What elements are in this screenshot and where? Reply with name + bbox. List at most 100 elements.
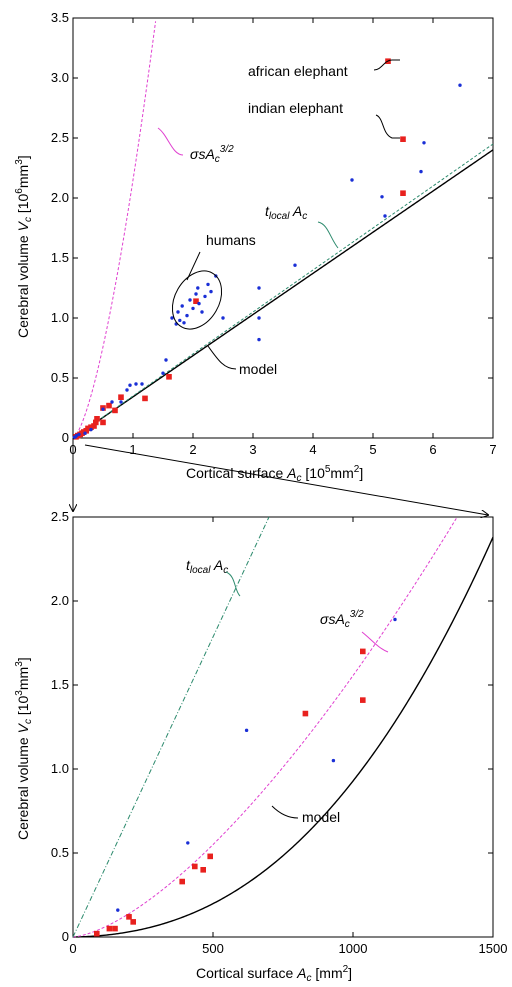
top-square-point (85, 425, 91, 432)
top-square-point (142, 395, 148, 402)
top-sigma-label: σsAc3/2 (190, 144, 234, 165)
bottom-y-tick-label: 2.5 (51, 509, 69, 524)
bottom-dot-point (393, 617, 397, 622)
indian-elephant-label: indian elephant (248, 100, 343, 116)
top-dot-point (458, 83, 462, 87)
bottom-square-point (179, 878, 185, 885)
top-points (72, 58, 462, 440)
top-x-tick-label: 5 (369, 442, 376, 457)
bottom-y-tick-label: 0 (62, 929, 69, 944)
bottom-ticks: 0 500 1000 1500 0 0.5 1.0 1.5 2.0 2.5 (51, 509, 508, 956)
top-dot-point (176, 310, 180, 314)
bottom-x-axis-label: Cortical surface Ac [mm2] (196, 964, 352, 984)
bottom-x-tick-label: 1500 (479, 941, 508, 956)
bottom-model-label: model (302, 809, 340, 825)
top-dot-point (182, 321, 186, 325)
african-elephant-leader (373, 59, 400, 71)
top-y-tick-label: 1.0 (51, 310, 69, 325)
bottom-square-point (207, 853, 213, 860)
bottom-y-tick-label: 2.0 (51, 593, 69, 608)
top-plot-frame (72, 17, 494, 439)
bottom-curve-power (72, 517, 458, 938)
bottom-square-point (192, 863, 198, 870)
top-dot-point (180, 304, 184, 308)
top-dot-point (257, 316, 261, 320)
humans-ellipse (171, 270, 223, 330)
top-square-point (118, 394, 124, 400)
top-dot-point (170, 316, 174, 320)
bottom-sigma-label: σsAc3/2 (320, 609, 364, 630)
top-x-axis-label: Cortical surface Ac [105mm2] (186, 464, 363, 484)
top-model-leader (207, 345, 237, 370)
top-curve-model (72, 149, 494, 439)
top-y-tick-label: 0.5 (51, 370, 69, 385)
bottom-dot-point (186, 841, 190, 845)
top-square-point (91, 423, 97, 429)
top-dot-point (125, 388, 129, 392)
bottom-square-point (360, 648, 366, 655)
bottom-dot-point (331, 758, 336, 763)
top-y-tick-label: 1.5 (51, 250, 69, 265)
top-dot-point (257, 286, 261, 290)
top-dot-point (191, 306, 195, 311)
top-square-point (166, 374, 172, 380)
top-x-tick-label: 4 (309, 442, 316, 457)
top-dot-point (140, 382, 144, 386)
top-square-point (112, 407, 118, 414)
bottom-tlocal-label: tlocal Ac (186, 557, 228, 576)
top-tlocal-leader (317, 221, 339, 249)
top-square-point (193, 298, 199, 304)
top-chart: 0123456700.51.01.52.02.53.03.5 african e… (14, 10, 497, 484)
top-dot-point (178, 318, 182, 323)
top-dot-point (380, 195, 384, 199)
top-dot-point (134, 382, 138, 386)
top-dot-point (77, 432, 81, 437)
top-square-point (400, 190, 406, 196)
top-dot-point (83, 431, 87, 435)
top-square-point (88, 424, 94, 430)
top-dot-point (194, 292, 198, 296)
bottom-model-leader (271, 805, 299, 819)
top-sigma-leader (157, 127, 184, 156)
top-square-point (106, 402, 112, 409)
top-dot-point (200, 310, 204, 314)
top-square-point (94, 416, 100, 422)
bottom-points (94, 617, 397, 937)
top-dot-point (419, 169, 423, 174)
top-x-tick-label: 3 (249, 442, 256, 457)
bottom-square-point (106, 925, 113, 932)
top-dot-point (197, 301, 201, 306)
african-elephant-label: african elephant (248, 63, 348, 79)
top-y-axis-label: Cerebral volume Vc [106mm3] (14, 155, 34, 338)
top-y-tick-label: 2.5 (51, 130, 69, 145)
top-dot-point (164, 358, 168, 362)
top-y-tick-label: 3.5 (51, 10, 69, 25)
top-dot-point (350, 178, 354, 182)
humans-label: humans (206, 232, 256, 248)
top-dot-point (383, 214, 387, 218)
top-x-tick-label: 1 (129, 442, 136, 457)
bottom-square-point (94, 930, 100, 937)
bottom-sigma-leader (361, 631, 389, 653)
bottom-x-tick-label: 1000 (339, 941, 368, 956)
top-dot-point (188, 298, 192, 302)
top-y-tick-label: 2.0 (51, 190, 69, 205)
top-tlocal-label: tlocal Ac (265, 203, 307, 222)
top-x-tick-label: 2 (189, 442, 196, 457)
top-curve-power (72, 21, 157, 439)
top-curve-linear (72, 143, 494, 439)
top-model-label: model (239, 361, 277, 377)
bottom-y-axis-label: Cerebral volume Vc [103mm3] (14, 657, 34, 840)
bottom-plot-frame (72, 516, 494, 938)
top-dot-point (209, 289, 213, 294)
top-dot-point (196, 286, 200, 290)
bottom-y-tick-label: 0.5 (51, 845, 69, 860)
bottom-square-point (200, 867, 206, 873)
top-dot-point (101, 407, 105, 411)
zoom-connectors (73, 438, 488, 515)
bottom-square-point (130, 919, 136, 925)
bottom-curves (72, 516, 494, 938)
top-dot-point (89, 427, 93, 432)
top-y-tick-label: 0 (62, 430, 69, 445)
bottom-tlocal-leader (225, 571, 241, 597)
